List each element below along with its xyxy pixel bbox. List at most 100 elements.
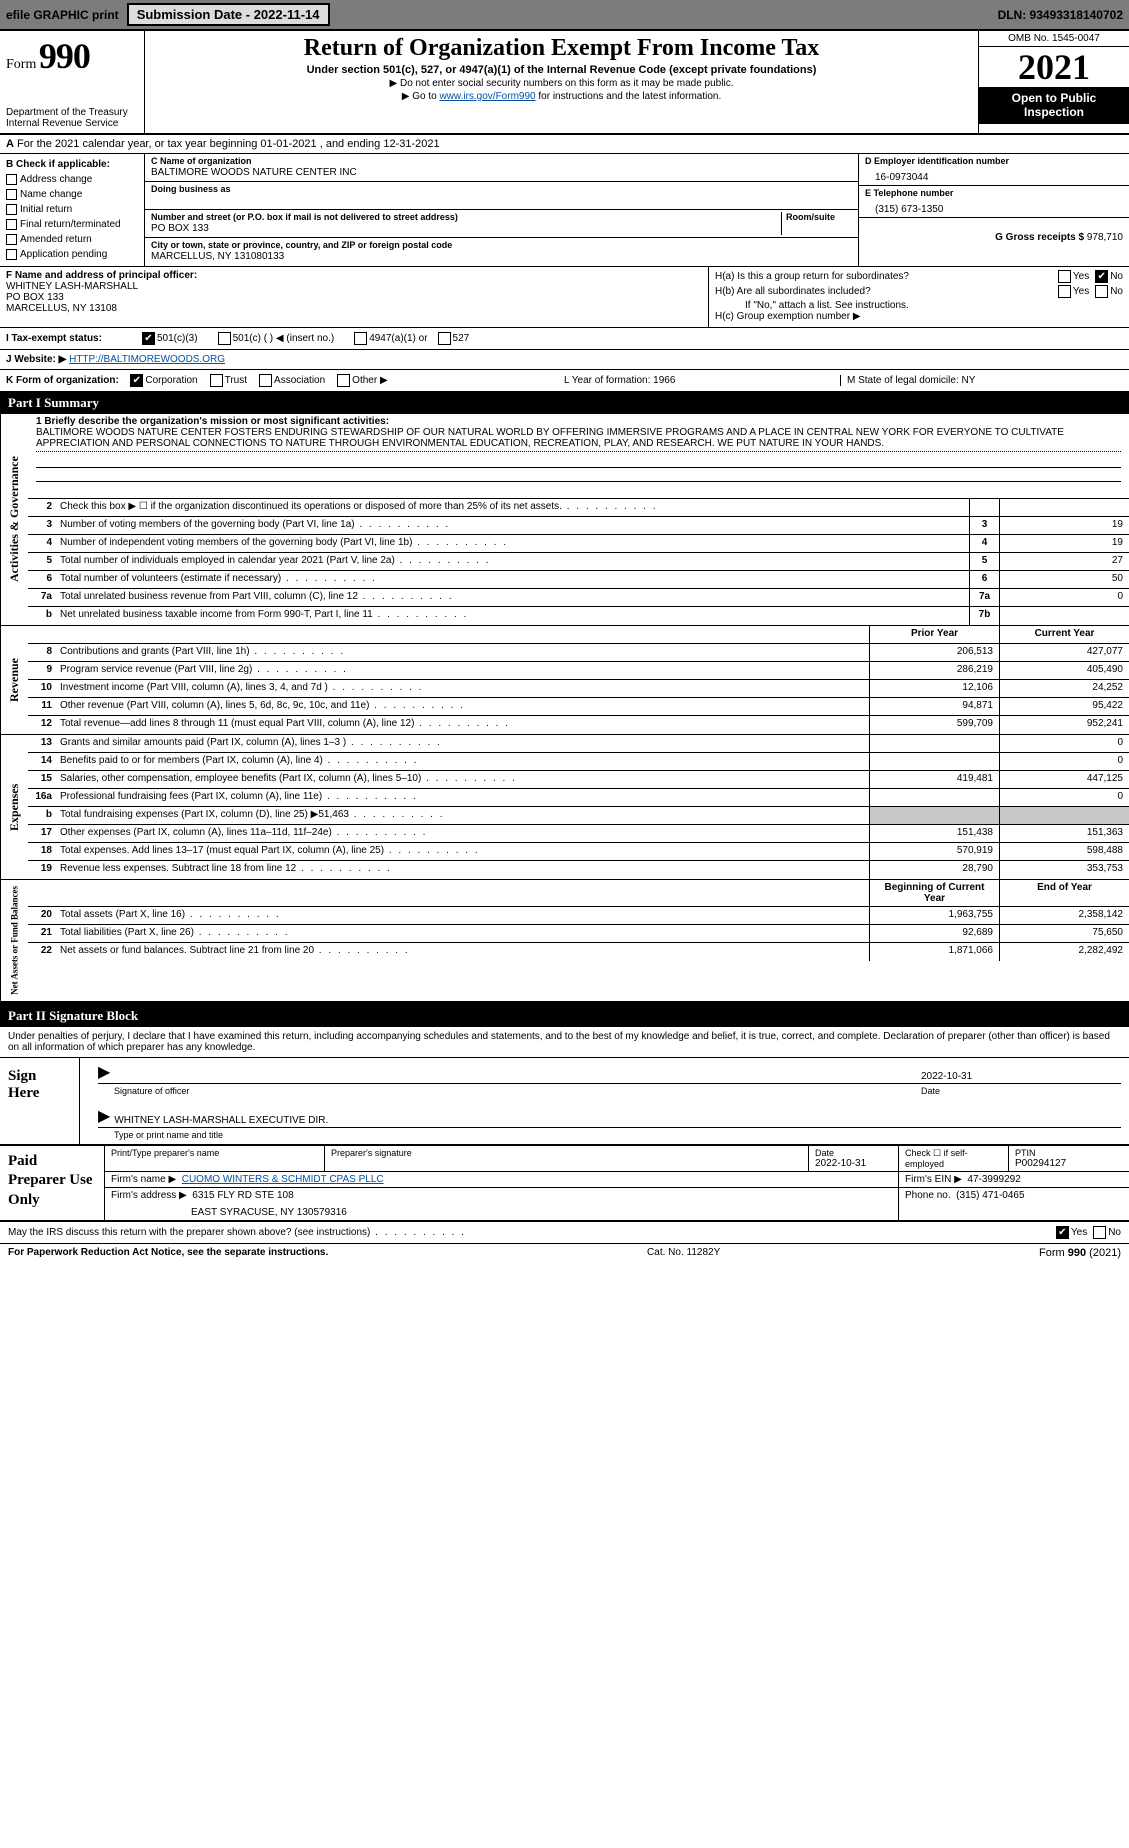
paid-preparer-label: Paid Preparer Use Only bbox=[0, 1146, 105, 1220]
website-link[interactable]: HTTP://BALTIMOREWOODS.ORG bbox=[69, 354, 225, 365]
table-row: 8 Contributions and grants (Part VIII, l… bbox=[28, 644, 1129, 662]
sign-here-block: Sign Here ▶ 2022-10-31 Signature of offi… bbox=[0, 1058, 1129, 1146]
table-row: 18 Total expenses. Add lines 13–17 (must… bbox=[28, 843, 1129, 861]
chk-address-change[interactable]: Address change bbox=[6, 172, 138, 187]
table-row: 13 Grants and similar amounts paid (Part… bbox=[28, 735, 1129, 753]
discuss-row: May the IRS discuss this return with the… bbox=[0, 1222, 1129, 1244]
ha-no[interactable]: ✔No bbox=[1095, 270, 1123, 283]
website-row: J Website: ▶ HTTP://BALTIMOREWOODS.ORG bbox=[0, 350, 1129, 370]
submission-date-btn[interactable]: Submission Date - 2022-11-14 bbox=[127, 3, 330, 26]
efile-graphic-label: efile GRAPHIC print bbox=[6, 8, 119, 22]
gross-value: 978,710 bbox=[1087, 232, 1123, 243]
city-value: MARCELLUS, NY 131080133 bbox=[151, 250, 852, 262]
paperwork-notice: For Paperwork Reduction Act Notice, see … bbox=[8, 1247, 328, 1259]
hb-no[interactable]: No bbox=[1095, 285, 1123, 298]
i-501c3[interactable]: ✔501(c)(3) bbox=[142, 332, 198, 345]
ssn-note: Do not enter social security numbers on … bbox=[153, 78, 970, 89]
k-trust[interactable]: Trust bbox=[210, 374, 247, 387]
table-row: 12 Total revenue—add lines 8 through 11 … bbox=[28, 716, 1129, 734]
prep-date: 2022-10-31 bbox=[815, 1158, 892, 1169]
chk-final-return[interactable]: Final return/terminated bbox=[6, 217, 138, 232]
ein-label: D Employer identification number bbox=[865, 156, 1123, 166]
table-row: 11 Other revenue (Part VIII, column (A),… bbox=[28, 698, 1129, 716]
k-other[interactable]: Other ▶ bbox=[337, 374, 387, 387]
state-domicile: M State of legal domicile: NY bbox=[840, 375, 1123, 386]
table-row: b Net unrelated business taxable income … bbox=[28, 607, 1129, 625]
sig-disclaimer: Under penalties of perjury, I declare th… bbox=[0, 1027, 1129, 1058]
header-left: Form 990 Department of the Treasury Inte… bbox=[0, 31, 145, 133]
dba-label: Doing business as bbox=[151, 184, 852, 194]
chk-name-change[interactable]: Name change bbox=[6, 187, 138, 202]
part1-header: Part I Summary bbox=[0, 392, 1129, 414]
table-row: 20 Total assets (Part X, line 16) 1,963,… bbox=[28, 907, 1129, 925]
table-row: b Total fundraising expenses (Part IX, c… bbox=[28, 807, 1129, 825]
tab-governance: Activities & Governance bbox=[0, 414, 28, 625]
firm-addr1: 6315 FLY RD STE 108 bbox=[192, 1190, 293, 1201]
table-row: 2 Check this box ▶ ☐ if the organization… bbox=[28, 499, 1129, 517]
table-row: 17 Other expenses (Part IX, column (A), … bbox=[28, 825, 1129, 843]
discuss-no[interactable]: No bbox=[1093, 1226, 1121, 1239]
dln-label: DLN: 93493318140702 bbox=[998, 8, 1123, 22]
i-4947[interactable]: 4947(a)(1) or bbox=[354, 332, 427, 345]
net-col-headers: Beginning of Current Year End of Year bbox=[28, 880, 1129, 907]
form-label: Form bbox=[6, 57, 36, 72]
goto-note: Go to www.irs.gov/Form990 for instructio… bbox=[153, 91, 970, 102]
col-c-org-info: C Name of organization BALTIMORE WOODS N… bbox=[145, 154, 859, 266]
ha-yes[interactable]: Yes bbox=[1058, 270, 1089, 283]
table-row: 16a Professional fundraising fees (Part … bbox=[28, 789, 1129, 807]
k-corp[interactable]: ✔Corporation bbox=[130, 374, 197, 387]
tax-year: 2021 bbox=[979, 47, 1129, 87]
group-return: H(a) Is this a group return for subordin… bbox=[709, 267, 1129, 327]
table-row: 3 Number of voting members of the govern… bbox=[28, 517, 1129, 535]
year-formation: L Year of formation: 1966 bbox=[564, 375, 840, 386]
sig-date: 2022-10-31 bbox=[921, 1071, 1121, 1082]
ein-value: 16-0973044 bbox=[865, 166, 1123, 183]
col-headers: Prior Year Current Year bbox=[28, 626, 1129, 644]
footer-row: For Paperwork Reduction Act Notice, see … bbox=[0, 1244, 1129, 1262]
street-label: Number and street (or P.O. box if mail i… bbox=[151, 212, 777, 222]
irs-label: Internal Revenue Service bbox=[6, 118, 138, 129]
header-right: OMB No. 1545-0047 2021 Open to Public In… bbox=[979, 31, 1129, 133]
chk-application-pending[interactable]: Application pending bbox=[6, 247, 138, 262]
table-row: 22 Net assets or fund balances. Subtract… bbox=[28, 943, 1129, 961]
tax-exempt-status: I Tax-exempt status: ✔501(c)(3) 501(c) (… bbox=[0, 328, 1129, 350]
k-assoc[interactable]: Association bbox=[259, 374, 325, 387]
header-mid: Return of Organization Exempt From Incom… bbox=[145, 31, 979, 133]
table-row: 21 Total liabilities (Part X, line 26) 9… bbox=[28, 925, 1129, 943]
firm-name-link[interactable]: CUOMO WINTERS & SCHMIDT CPAS PLLC bbox=[182, 1174, 384, 1185]
i-527[interactable]: 527 bbox=[438, 332, 470, 345]
irs-link[interactable]: www.irs.gov/Form990 bbox=[439, 91, 535, 102]
firm-phone: (315) 471-0465 bbox=[956, 1190, 1024, 1201]
discuss-yes[interactable]: ✔Yes bbox=[1056, 1226, 1087, 1239]
hb-yes[interactable]: Yes bbox=[1058, 285, 1089, 298]
entity-block: B Check if applicable: Address change Na… bbox=[0, 154, 1129, 267]
row-fh: F Name and address of principal officer:… bbox=[0, 267, 1129, 328]
table-row: 7a Total unrelated business revenue from… bbox=[28, 589, 1129, 607]
sign-here-label: Sign Here bbox=[0, 1058, 80, 1144]
chk-initial-return[interactable]: Initial return bbox=[6, 202, 138, 217]
chk-amended-return[interactable]: Amended return bbox=[6, 232, 138, 247]
table-row: 10 Investment income (Part VIII, column … bbox=[28, 680, 1129, 698]
form-number: 990 bbox=[39, 36, 90, 76]
org-name: BALTIMORE WOODS NATURE CENTER INC bbox=[151, 166, 852, 178]
table-row: 6 Total number of volunteers (estimate i… bbox=[28, 571, 1129, 589]
efile-topbar: efile GRAPHIC print Submission Date - 20… bbox=[0, 0, 1129, 31]
table-row: 14 Benefits paid to or for members (Part… bbox=[28, 753, 1129, 771]
firm-ein: 47-3999292 bbox=[967, 1174, 1020, 1185]
col-b-checkboxes: B Check if applicable: Address change Na… bbox=[0, 154, 145, 266]
table-row: 4 Number of independent voting members o… bbox=[28, 535, 1129, 553]
phone-value: (315) 673-1350 bbox=[865, 198, 1123, 215]
self-employed-check[interactable]: Check ☐ if self-employed bbox=[905, 1148, 1002, 1169]
i-501c[interactable]: 501(c) ( ) ◀ (insert no.) bbox=[218, 332, 335, 345]
table-row: 5 Total number of individuals employed i… bbox=[28, 553, 1129, 571]
paid-preparer-block: Paid Preparer Use Only Print/Type prepar… bbox=[0, 1146, 1129, 1222]
omb-number: OMB No. 1545-0047 bbox=[979, 31, 1129, 47]
mission-block: 1 Briefly describe the organization's mi… bbox=[28, 414, 1129, 499]
dba-value bbox=[151, 194, 852, 195]
ptin-value: P00294127 bbox=[1015, 1158, 1123, 1169]
tab-expenses: Expenses bbox=[0, 735, 28, 879]
form-foot: Form 990 (2021) bbox=[1039, 1247, 1121, 1259]
tab-net-assets: Net Assets or Fund Balances bbox=[0, 880, 28, 1001]
form-title: Return of Organization Exempt From Incom… bbox=[153, 35, 970, 62]
org-name-label: C Name of organization bbox=[151, 156, 852, 166]
